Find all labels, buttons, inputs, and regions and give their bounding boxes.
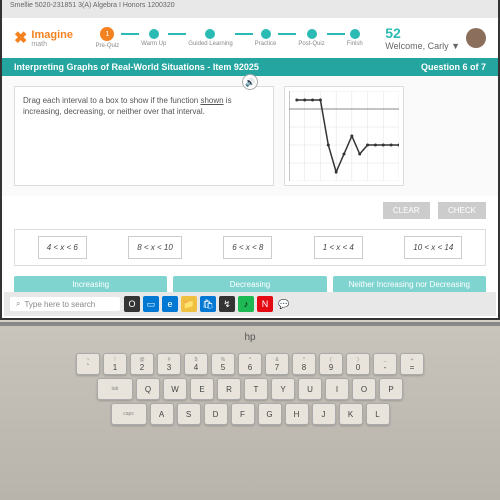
lesson-title: Interpreting Graphs of Real-World Situat… [14,62,259,72]
key[interactable]: &7 [265,353,289,375]
key[interactable]: ~` [76,353,100,375]
logo[interactable]: ✖ Imagine math [14,28,73,48]
step-practice[interactable]: Practice [255,29,277,47]
chat-icon[interactable]: 💬 [276,296,292,312]
logo-subtext: math [31,41,73,48]
interval-tiles: 4 < x < 6 8 < x < 10 6 < x < 8 1 < x < 4… [14,229,486,266]
app-icon[interactable]: ↯ [219,296,235,312]
logo-icon: ✖ [14,28,27,48]
edge-icon[interactable]: e [162,296,178,312]
key[interactable]: O [352,378,376,400]
key[interactable]: %5 [211,353,235,375]
clear-button[interactable]: CLEAR [383,202,430,219]
step-prequiz[interactable]: 1Pre-Quiz [96,27,120,49]
spotify-icon[interactable]: ♪ [238,296,254,312]
laptop-body: hp ~`!1@2#3$4%5^6&7*8(9)0_-+= tabQWERTYU… [0,322,500,500]
step-guided[interactable]: Guided Learning [188,29,232,47]
key[interactable]: L [366,403,390,425]
content-area: 🔊 Drag each interval to a box to show if… [2,76,498,196]
key[interactable]: #3 [157,353,181,375]
step-postquiz[interactable]: Post-Quiz [298,29,324,47]
key[interactable]: @2 [130,353,154,375]
browser-tab[interactable]: Smellie 5020-231851 3(A) Algebra I Honor… [2,0,498,18]
dropzone-decreasing[interactable]: Decreasing [173,276,326,293]
coin-count: 52 [385,25,460,41]
key[interactable]: U [298,378,322,400]
key[interactable]: T [244,378,268,400]
key[interactable]: P [379,378,403,400]
graph-svg [289,91,399,181]
cortana-icon[interactable]: O [124,296,140,312]
taskbar-search[interactable]: ⌕ Type here to search [10,297,120,311]
key[interactable]: I [325,378,349,400]
hp-logo: hp [0,326,500,349]
key-caps[interactable]: caps [111,403,147,425]
audio-icon[interactable]: 🔊 [242,74,258,90]
welcome-text[interactable]: Welcome, Carly ▼ [385,41,460,51]
keyboard: ~`!1@2#3$4%5^6&7*8(9)0_-+= tabQWERTYUIOP… [0,349,500,432]
key[interactable]: E [190,378,214,400]
user-area: 52 Welcome, Carly ▼ [385,25,486,51]
key[interactable]: K [339,403,363,425]
action-buttons: CLEAR CHECK [2,196,498,223]
key[interactable]: R [217,378,241,400]
avatar[interactable] [466,28,486,48]
key[interactable]: += [400,353,424,375]
key[interactable]: !1 [103,353,127,375]
key[interactable]: ^6 [238,353,262,375]
key[interactable]: Q [136,378,160,400]
key[interactable]: F [231,403,255,425]
key[interactable]: J [312,403,336,425]
windows-taskbar: ⌕ Type here to search O ▭ e 📁 🛍 ↯ ♪ N 💬 [4,292,496,316]
step-finish[interactable]: Finish [347,29,363,47]
interval-tile[interactable]: 6 < x < 8 [223,236,272,259]
search-icon: ⌕ [16,299,20,309]
logo-text: Imagine [31,29,73,41]
store-icon[interactable]: 🛍 [200,296,216,312]
interval-tile[interactable]: 8 < x < 10 [128,236,182,259]
interval-tile[interactable]: 10 < x < 14 [404,236,462,259]
key[interactable]: S [177,403,201,425]
key[interactable]: )0 [346,353,370,375]
key[interactable]: G [258,403,282,425]
key[interactable]: (9 [319,353,343,375]
check-button[interactable]: CHECK [438,202,486,219]
app-header: ✖ Imagine math 1Pre-Quiz Warm Up Guided … [2,18,498,58]
key[interactable]: Y [271,378,295,400]
key[interactable]: *8 [292,353,316,375]
function-graph [284,86,404,186]
explorer-icon[interactable]: 📁 [181,296,197,312]
taskbar-icons: O ▭ e 📁 🛍 ↯ ♪ N 💬 [124,296,292,312]
dropzone-increasing[interactable]: Increasing [14,276,167,293]
key[interactable]: W [163,378,187,400]
dropzone-neither[interactable]: Neither Increasing nor Decreasing [333,276,486,293]
question-counter: Question 6 of 7 [421,62,486,72]
key[interactable]: _- [373,353,397,375]
progress-steps: 1Pre-Quiz Warm Up Guided Learning Practi… [96,27,363,49]
key[interactable]: A [150,403,174,425]
netflix-icon[interactable]: N [257,296,273,312]
interval-tile[interactable]: 1 < x < 4 [314,236,363,259]
key-tab[interactable]: tab [97,378,133,400]
step-warmup[interactable]: Warm Up [141,29,166,47]
interval-tile[interactable]: 4 < x < 6 [38,236,87,259]
laptop-screen: Smellie 5020-231851 3(A) Algebra I Honor… [0,0,500,320]
task-view-icon[interactable]: ▭ [143,296,159,312]
key[interactable]: $4 [184,353,208,375]
key[interactable]: H [285,403,309,425]
instruction-text: Drag each interval to a box to show if t… [14,86,274,186]
key[interactable]: D [204,403,228,425]
